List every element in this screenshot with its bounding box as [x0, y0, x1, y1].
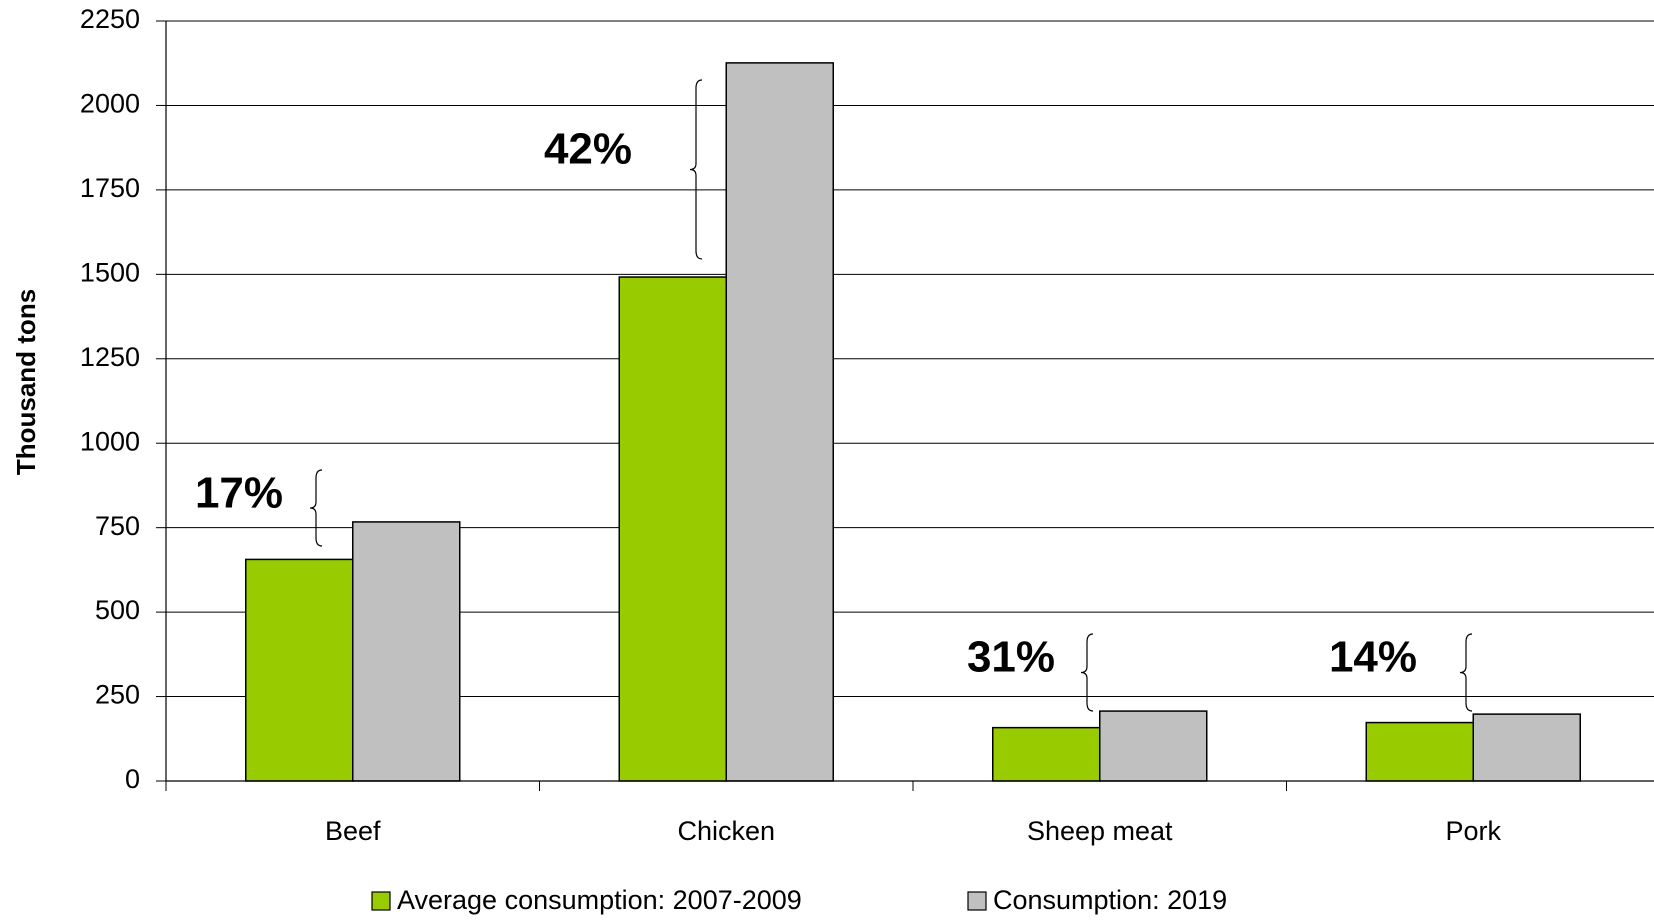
brace	[1080, 633, 1094, 712]
y-tick-label: 2250	[80, 4, 140, 34]
y-tick-label: 1250	[80, 342, 140, 372]
y-tick-label: 0	[125, 764, 140, 794]
y-tick-label: 1750	[80, 173, 140, 203]
y-tick-label: 250	[95, 680, 140, 710]
bar	[992, 726, 1101, 782]
y-tick-label: 750	[95, 511, 140, 541]
bar	[245, 558, 354, 782]
y-tick-label: 500	[95, 595, 140, 625]
bar	[352, 521, 461, 782]
x-tick-label: Beef	[325, 816, 381, 846]
bar	[1099, 710, 1208, 782]
y-tick-label: 1000	[80, 426, 140, 456]
x-tick-label: Chicken	[677, 816, 775, 846]
annotation: 31%	[967, 633, 1055, 682]
x-tick-label: Sheep meat	[1027, 816, 1173, 846]
bar	[725, 62, 834, 782]
brace	[309, 469, 323, 547]
y-tick-label: 1500	[80, 257, 140, 287]
y-axis-label: Thousand tons	[11, 289, 41, 475]
annotation: 42%	[544, 125, 632, 174]
annotation: 17%	[195, 469, 283, 518]
legend-label: Consumption: 2019	[993, 885, 1227, 915]
annotation: 14%	[1329, 633, 1417, 682]
bar	[618, 276, 727, 782]
y-tick-label: 2000	[80, 89, 140, 119]
brace	[689, 79, 703, 260]
x-tick-label: Pork	[1445, 816, 1501, 846]
bar	[1365, 721, 1474, 782]
legend-swatch	[371, 891, 391, 911]
brace	[1459, 633, 1473, 712]
legend-swatch	[967, 891, 987, 911]
legend-label: Average consumption: 2007-2009	[397, 885, 802, 915]
bar	[1472, 713, 1581, 782]
